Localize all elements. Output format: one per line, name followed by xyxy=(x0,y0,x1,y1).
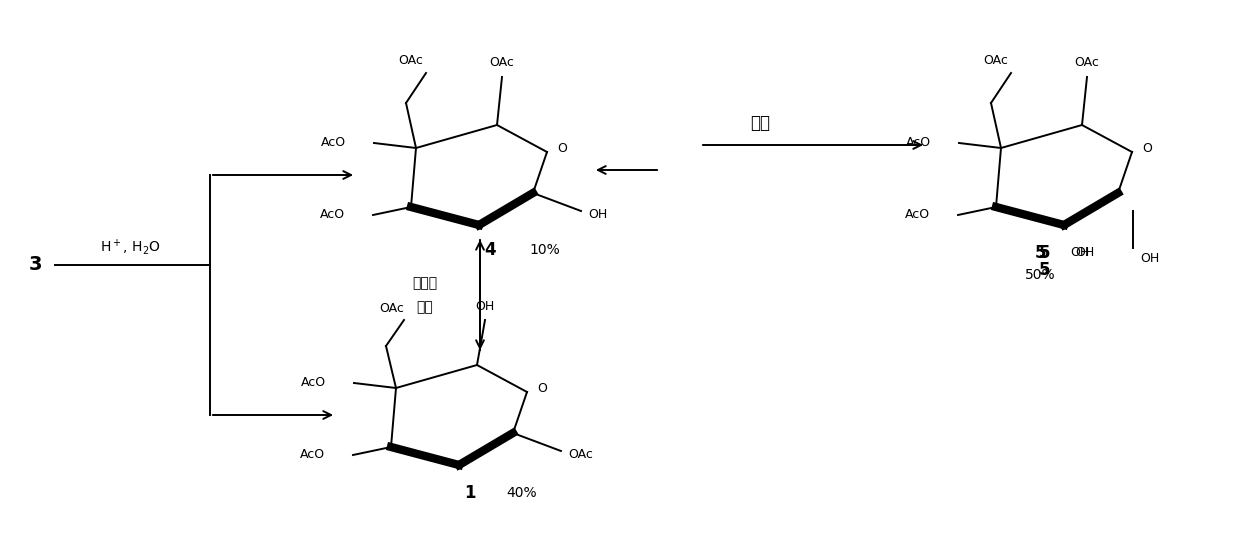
Text: H$^+$, H$_2$O: H$^+$, H$_2$O xyxy=(99,237,160,257)
Text: OAc: OAc xyxy=(379,301,404,315)
Text: OAc: OAc xyxy=(398,54,423,68)
Text: 1: 1 xyxy=(464,484,476,502)
Text: OH: OH xyxy=(1070,247,1089,259)
Text: OAc: OAc xyxy=(983,54,1008,68)
Text: 50%: 50% xyxy=(1024,268,1055,282)
Text: 5: 5 xyxy=(1039,244,1050,262)
Text: AcO: AcO xyxy=(300,449,325,461)
Text: O: O xyxy=(537,382,547,394)
Text: OAc: OAc xyxy=(1075,57,1100,69)
Text: AcO: AcO xyxy=(301,377,326,389)
Text: 5: 5 xyxy=(1034,244,1045,262)
Text: OH: OH xyxy=(1075,247,1094,259)
Text: OH: OH xyxy=(588,208,608,222)
Text: 转移: 转移 xyxy=(417,300,433,314)
Text: OAc: OAc xyxy=(490,57,515,69)
Text: AcO: AcO xyxy=(320,208,345,222)
Text: 5: 5 xyxy=(1039,261,1050,279)
Text: 4: 4 xyxy=(484,241,496,259)
Text: 10%: 10% xyxy=(529,243,560,257)
Text: OAc: OAc xyxy=(568,449,593,461)
Text: 乙酰基: 乙酰基 xyxy=(413,276,438,290)
Text: AcO: AcO xyxy=(321,136,346,150)
Text: AcO: AcO xyxy=(906,136,931,150)
Text: 40%: 40% xyxy=(507,486,537,500)
Text: 3: 3 xyxy=(29,255,42,274)
Text: O: O xyxy=(557,141,567,155)
Text: OH: OH xyxy=(1140,252,1159,264)
Text: AcO: AcO xyxy=(905,208,930,222)
Text: OH: OH xyxy=(475,300,495,314)
Text: 变旋: 变旋 xyxy=(750,114,770,132)
Text: O: O xyxy=(1142,141,1152,155)
